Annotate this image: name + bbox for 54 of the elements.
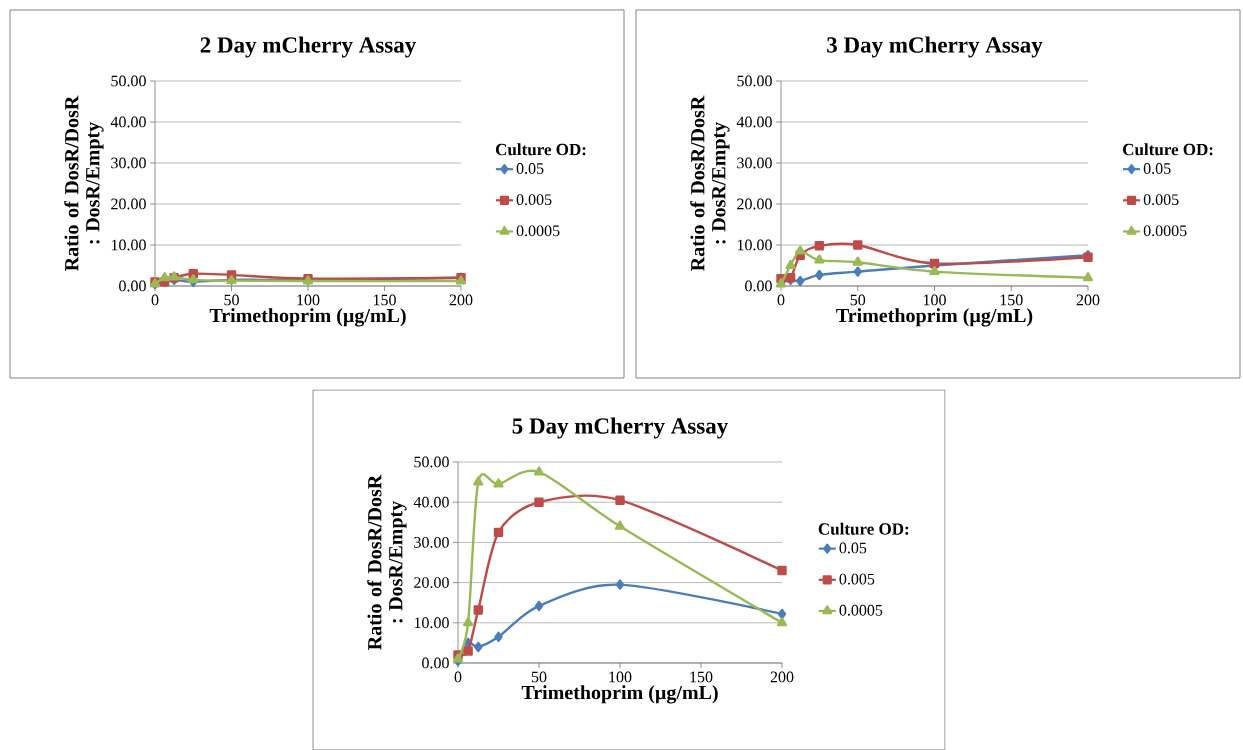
y-tick-label: 30.00 xyxy=(414,536,449,548)
legend-title: Culture OD: xyxy=(495,143,586,156)
legend-label: 0.005 xyxy=(1143,194,1179,205)
y-tick-label: 0.00 xyxy=(422,657,449,669)
legend-title: Culture OD: xyxy=(818,522,909,535)
y-axis-title: Ratio of DosR/DosR : DosR/Empty xyxy=(690,95,730,271)
y-tick-label: 50.00 xyxy=(414,456,449,468)
x-tick-label: 0 xyxy=(777,294,785,306)
x-tick-label: 200 xyxy=(449,294,473,306)
legend-title: Culture OD: xyxy=(1123,143,1213,156)
y-tick-label: 20.00 xyxy=(414,576,449,588)
y-tick-label: 40.00 xyxy=(736,116,772,128)
x-tick-label: 50 xyxy=(850,294,866,306)
y-tick-label: 20.00 xyxy=(737,198,772,210)
chart-title: 3 Day mCherry Assay xyxy=(827,36,1043,58)
y-tick-label: 10.00 xyxy=(111,239,146,251)
y-tick-label: 0.00 xyxy=(119,280,146,292)
y-tick-label: 50.00 xyxy=(111,75,146,87)
legend-label: 0.05 xyxy=(839,542,867,554)
x-tick-label: 0 xyxy=(454,671,462,683)
x-tick-label: 50 xyxy=(531,671,547,683)
chart-title: 5 Day mCherry Assay xyxy=(512,417,729,439)
y-tick-label: 40.00 xyxy=(413,496,449,508)
y-tick-label: 20.00 xyxy=(111,198,146,210)
legend-label: 0.005 xyxy=(839,573,875,585)
y-axis-title: Ratio of DosR/DosR : DosR/Empty xyxy=(64,95,104,271)
x-tick-label: 100 xyxy=(609,671,632,683)
x-tick-label: 200 xyxy=(1076,294,1100,306)
x-tick-label: 200 xyxy=(770,671,794,683)
y-tick-label: 10.00 xyxy=(414,617,449,629)
y-tick-label: 0.00 xyxy=(745,280,772,292)
x-tick-label: 50 xyxy=(224,294,239,306)
x-axis-title: Trimethoprim (µg/mL) xyxy=(209,308,406,327)
legend-label: 0.005 xyxy=(516,194,552,205)
y-tick-label: 10.00 xyxy=(737,239,772,251)
legend-label: 0.05 xyxy=(1143,162,1171,174)
x-tick-label: 0 xyxy=(151,294,159,306)
legend-label: 0.0005 xyxy=(839,604,883,616)
legend-label: 0.0005 xyxy=(516,225,560,237)
x-axis-title: Trimethoprim (µg/mL) xyxy=(521,685,718,704)
y-tick-label: 40.00 xyxy=(110,116,146,128)
x-tick-label: 100 xyxy=(923,294,946,306)
chart-title: 2 Day mCherry Assay xyxy=(200,36,417,58)
legend-label: 0.05 xyxy=(516,162,544,174)
y-tick-label: 50.00 xyxy=(737,75,772,87)
y-axis-title: Ratio of DosR/DosR : DosR/Empty xyxy=(367,474,407,650)
x-tick-label: 150 xyxy=(373,294,396,306)
y-tick-label: 30.00 xyxy=(737,157,772,169)
x-tick-label: 150 xyxy=(1000,294,1023,306)
x-tick-label: 150 xyxy=(690,671,713,683)
legend-label: 0.0005 xyxy=(1143,225,1187,237)
x-tick-label: 100 xyxy=(297,294,320,306)
y-tick-label: 30.00 xyxy=(111,157,146,169)
x-axis-title: Trimethoprim (µg/mL) xyxy=(836,308,1033,327)
